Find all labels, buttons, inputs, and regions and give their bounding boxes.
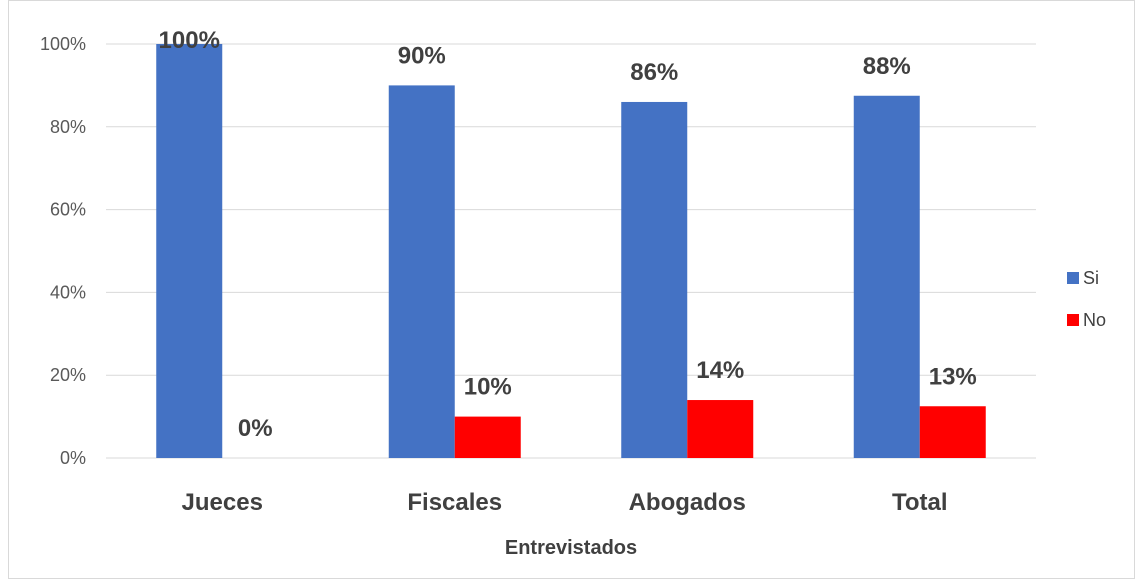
x-category-label: Abogados: [629, 489, 746, 516]
y-tick-label: 20%: [50, 365, 86, 385]
data-label: 90%: [398, 42, 446, 69]
legend-swatch: [1067, 314, 1079, 326]
bar-chart: 0% 20% 40% 60% 80% 100% 100% 0% 90% 10% 86% 14% 88%…: [40, 27, 1106, 559]
x-axis-categories: Jueces Fiscales Abogados Total: [182, 489, 948, 516]
bars: [156, 44, 986, 459]
bar-si-abogados: [621, 101, 688, 459]
data-label: 14%: [696, 357, 744, 384]
y-axis-ticks: 0% 20% 40% 60% 80% 100%: [40, 34, 86, 468]
x-category-label: Fiscales: [407, 489, 502, 516]
bar-no-abogados: [687, 400, 754, 458]
data-label: 100%: [159, 27, 220, 54]
data-label: 0%: [238, 415, 273, 442]
y-tick-label: 80%: [50, 117, 86, 137]
bar-si-fiscales: [388, 85, 455, 459]
legend: Si No: [1067, 268, 1106, 330]
legend-label: No: [1083, 310, 1106, 330]
legend-label: Si: [1083, 268, 1099, 288]
data-labels: 100% 0% 90% 10% 86% 14% 88% 13%: [159, 27, 977, 442]
x-axis-title: Entrevistados: [505, 537, 637, 559]
bar-si-jueces: [156, 44, 223, 458]
legend-swatch: [1067, 272, 1079, 284]
y-tick-label: 40%: [50, 282, 86, 302]
bar-no-total: [919, 406, 986, 458]
y-tick-label: 0%: [60, 448, 86, 468]
bar-si-total: [853, 95, 920, 458]
x-category-label: Total: [892, 489, 948, 516]
y-tick-label: 100%: [40, 34, 86, 54]
bar-no-fiscales: [454, 416, 521, 458]
chart-frame: 0% 20% 40% 60% 80% 100% 100% 0% 90% 10% 86% 14% 88%…: [8, 0, 1135, 579]
data-label: 13%: [929, 363, 977, 390]
data-label: 86%: [630, 59, 678, 86]
data-label: 88%: [863, 53, 911, 80]
y-tick-label: 60%: [50, 200, 86, 220]
x-category-label: Jueces: [182, 489, 263, 516]
data-label: 10%: [464, 374, 512, 401]
